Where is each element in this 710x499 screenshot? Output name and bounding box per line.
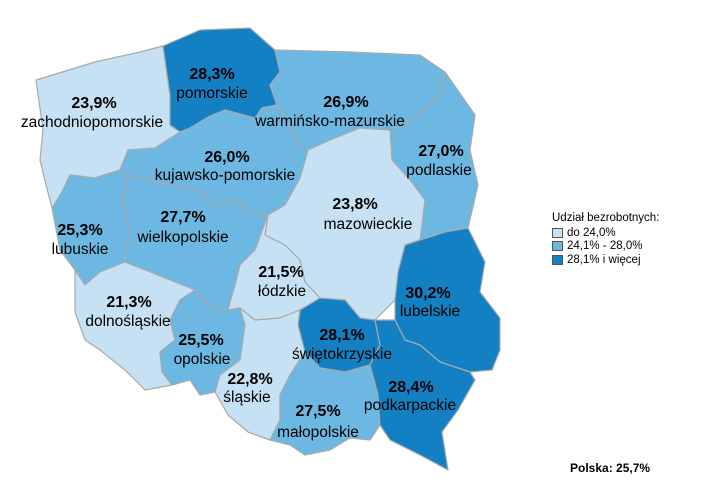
name-malopolskie: małopolskie [277,424,359,441]
value-pomorskie: 28,3% [189,66,234,83]
name-zachodniopomorskie: zachodniopomorskie [21,114,163,131]
value-opolskie: 25,5% [178,332,223,349]
region-podkarpackie[interactable] [369,319,476,471]
name-warminsko-mazurskie: warmińsko-mazurskie [254,113,405,130]
name-mazowieckie: mazowieckie [324,216,413,233]
legend-swatch-high [552,254,563,265]
name-dolnoslaskie: dolnośląskie [85,313,170,330]
value-lubuskie: 25,3% [57,222,102,239]
name-kujawsko-pomorskie: kujawsko-pomorskie [155,167,295,184]
value-malopolskie: 27,5% [295,403,340,420]
value-swietokrzyskie: 28,1% [319,327,364,344]
legend-label-mid: 24,1% - 28,0% [567,240,643,253]
name-podlaskie: podlaskie [406,162,472,179]
value-podkarpackie: 28,4% [388,379,433,396]
name-lubelskie: lubelskie [400,303,460,320]
value-dolnoslaskie: 21,3% [106,294,151,311]
legend-item-high: 28,1% i więcej [552,253,659,267]
value-wielkopolskie: 27,7% [160,209,205,226]
region-malopolskie[interactable] [269,351,381,456]
region-opolskie[interactable] [159,289,246,396]
value-mazowieckie: 23,8% [332,196,377,213]
legend-swatch-low [552,227,563,238]
name-lubuskie: lubuskie [52,241,109,258]
name-wielkopolskie: wielkopolskie [136,229,228,246]
value-zachodniopomorskie: 23,9% [71,95,116,112]
legend-label-high: 28,1% i więcej [567,253,641,266]
value-kujawsko-pomorskie: 26,0% [204,149,249,166]
value-slaskie: 22,8% [227,371,272,388]
name-pomorskie: pomorskie [176,85,248,102]
value-warminsko-mazurskie: 26,9% [323,94,368,111]
legend-item-mid: 24,1% - 28,0% [552,240,659,254]
legend-title: Udział bezrobotnych: [552,212,660,224]
value-lodzkie: 21,5% [258,264,303,281]
name-podkarpackie: podkarpackie [364,397,456,414]
name-lodzkie: łódzkie [258,283,306,300]
legend: Udział bezrobotnych: do 24,0% 24,1% - 28… [552,212,659,267]
legend-item-low: do 24,0% [552,226,659,240]
name-swietokrzyskie: świętokrzyskie [292,346,392,363]
legend-label-low: do 24,0% [567,226,616,239]
national-total: Polska: 25,7% [570,461,651,475]
value-lubelskie: 30,2% [405,285,450,302]
name-slaskie: śląskie [223,389,270,406]
name-opolskie: opolskie [174,351,231,368]
legend-swatch-mid [552,241,563,252]
value-podlaskie: 27,0% [418,143,463,160]
